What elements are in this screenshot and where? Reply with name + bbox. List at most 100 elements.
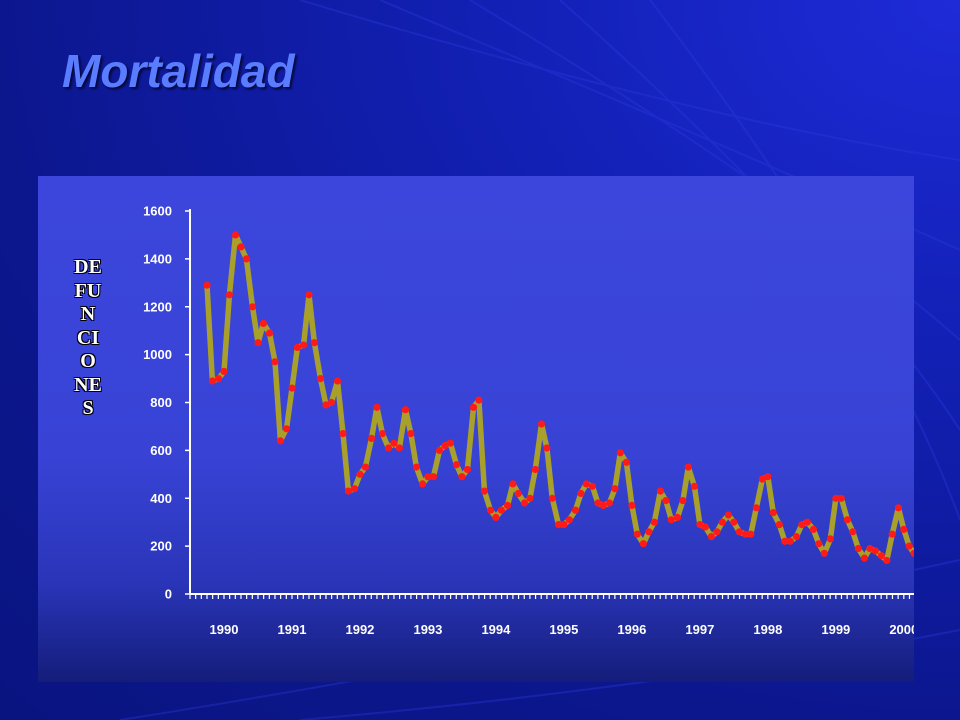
data-point — [560, 521, 568, 529]
data-point — [730, 518, 738, 526]
chart-panel: DEFUNCIONES 0 200 400 600 800 1000 1200 1400 160… — [38, 176, 914, 682]
data-point — [809, 525, 818, 533]
data-point — [656, 487, 665, 495]
data-point — [390, 439, 398, 447]
y-tick-label: 1200 — [143, 299, 172, 314]
data-point — [367, 434, 376, 442]
data-point — [775, 521, 784, 529]
data-point — [293, 343, 301, 351]
data-point — [356, 470, 364, 478]
data-point — [650, 518, 658, 526]
data-point — [707, 533, 716, 541]
data-point — [509, 480, 517, 488]
data-point — [781, 537, 789, 545]
data-point — [758, 475, 767, 483]
data-point — [248, 303, 257, 311]
data-point — [905, 542, 913, 550]
data-point — [407, 430, 415, 438]
data-point — [225, 291, 233, 299]
data-point — [832, 494, 840, 502]
data-point — [441, 442, 449, 450]
data-point — [820, 549, 828, 557]
data-point — [701, 523, 709, 531]
data-point — [537, 420, 546, 428]
data-point — [378, 430, 386, 438]
x-tick-label: 2000 — [889, 622, 914, 637]
data-point — [696, 521, 704, 529]
data-point — [469, 403, 478, 411]
data-point — [786, 537, 794, 545]
y-tick-label: 1400 — [143, 251, 172, 266]
series-line — [204, 232, 914, 564]
data-point — [673, 513, 682, 521]
data-point — [435, 446, 444, 454]
data-point — [894, 504, 903, 512]
data-point — [237, 243, 245, 251]
data-point — [735, 528, 743, 536]
data-point — [401, 406, 410, 414]
data-point — [463, 465, 471, 474]
data-point — [526, 494, 534, 502]
data-point — [803, 518, 811, 526]
data-point — [871, 547, 879, 555]
data-point — [679, 497, 687, 505]
data-point — [220, 367, 228, 375]
data-point — [254, 339, 262, 347]
x-tick-label: 1996 — [617, 622, 646, 637]
y-tick-label: 0 — [165, 587, 172, 602]
data-point — [554, 521, 563, 529]
data-point — [837, 494, 845, 502]
data-point — [877, 552, 886, 560]
data-point — [860, 554, 869, 562]
data-point — [288, 384, 296, 392]
data-point — [492, 513, 500, 521]
data-point — [486, 506, 495, 514]
x-tick-label: 1999 — [821, 622, 850, 637]
data-point — [684, 463, 692, 471]
x-tick-label: 1998 — [753, 622, 782, 637]
data-point — [429, 473, 437, 481]
data-point — [883, 556, 891, 565]
data-point — [215, 375, 223, 383]
data-point — [395, 444, 403, 452]
data-point — [333, 377, 342, 385]
data-point — [265, 329, 274, 337]
data-point — [259, 319, 267, 328]
data-point — [543, 444, 551, 452]
data-point — [866, 544, 874, 553]
data-point — [611, 485, 619, 493]
data-point — [350, 485, 359, 493]
x-tick-label: 1992 — [345, 622, 374, 637]
data-point — [446, 439, 454, 447]
data-point — [305, 291, 313, 299]
data-point — [327, 398, 335, 407]
data-point — [667, 516, 675, 524]
data-point — [480, 487, 488, 495]
data-point — [588, 482, 597, 490]
data-point — [843, 516, 852, 524]
data-point — [316, 375, 325, 383]
data-point — [458, 473, 466, 481]
data-point — [418, 480, 427, 488]
data-point — [815, 540, 823, 548]
data-point — [412, 463, 420, 471]
x-tick-label: 1994 — [481, 622, 511, 637]
data-point — [361, 463, 369, 471]
data-point — [282, 425, 291, 433]
data-point — [741, 530, 750, 538]
data-point — [571, 506, 580, 514]
data-point — [565, 516, 573, 524]
data-point — [888, 530, 896, 538]
data-point — [514, 489, 522, 498]
x-tick-label: 1993 — [413, 622, 442, 637]
slide-title: Mortalidad — [62, 45, 295, 97]
data-point — [662, 497, 670, 505]
data-point — [599, 501, 607, 509]
data-point — [531, 465, 539, 474]
data-point — [690, 482, 699, 490]
x-tick-label: 1995 — [549, 622, 578, 637]
data-point — [616, 449, 624, 457]
data-point — [424, 473, 432, 481]
data-point — [373, 403, 381, 411]
data-point — [724, 511, 733, 519]
